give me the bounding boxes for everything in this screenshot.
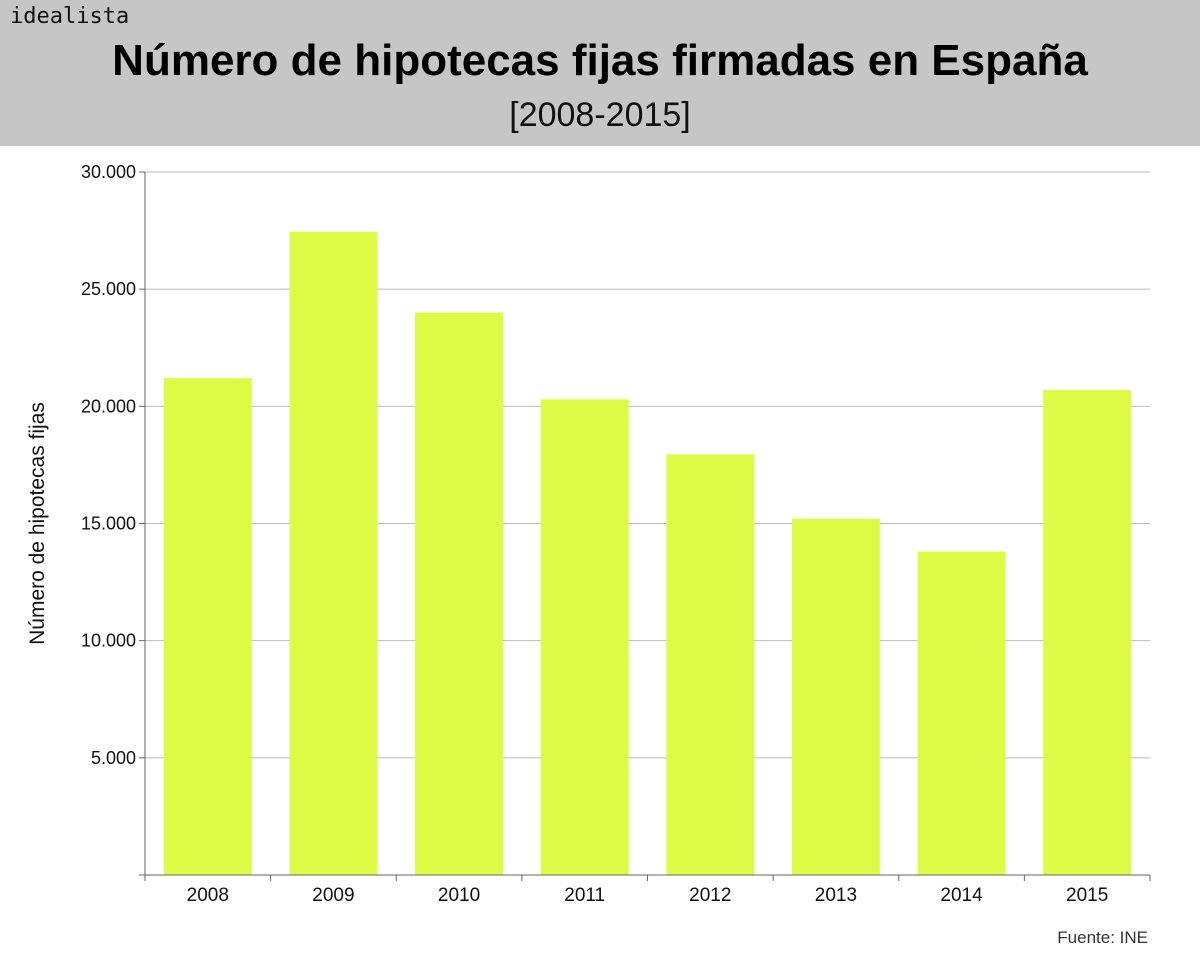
x-tick-label: 2011 bbox=[564, 885, 605, 906]
x-tick-label: 2014 bbox=[940, 885, 983, 906]
bar-2011 bbox=[540, 399, 629, 875]
y-axis-label: Número de hipotecas fijas bbox=[26, 402, 49, 645]
bar-2013 bbox=[791, 518, 880, 875]
axes bbox=[139, 171, 1151, 881]
chart-header: idealista Número de hipotecas fijas firm… bbox=[0, 0, 1200, 146]
bar-2009 bbox=[289, 231, 378, 875]
chart-subtitle: [2008-2015] bbox=[509, 96, 691, 134]
bar-2014 bbox=[917, 551, 1006, 875]
x-tick-label: 2012 bbox=[689, 885, 731, 906]
bar-2010 bbox=[415, 312, 504, 876]
y-tick-label: 15.000 bbox=[81, 514, 136, 534]
source-note: Fuente: INE bbox=[1057, 928, 1148, 947]
bar-chart: 5.000 10.000 15.000 20.000 25.000 30.000 2008 2… bbox=[26, 162, 1151, 906]
y-tick-label: 30.000 bbox=[81, 162, 136, 182]
x-tick-label: 2015 bbox=[1066, 885, 1108, 906]
bar-2012 bbox=[666, 454, 755, 875]
y-tick-label: 20.000 bbox=[81, 396, 136, 416]
bars bbox=[163, 231, 1132, 876]
x-tick-label: 2008 bbox=[187, 885, 229, 906]
axis-labels: 5.000 10.000 15.000 20.000 25.000 30.000 2008 2… bbox=[26, 162, 1108, 906]
y-tick-label: 25.000 bbox=[81, 279, 136, 299]
x-tick-label: 2009 bbox=[312, 885, 354, 906]
y-tick-label: 10.000 bbox=[81, 631, 136, 651]
x-tick-label: 2013 bbox=[815, 885, 857, 906]
chart-title: Número de hipotecas fijas firmadas en Es… bbox=[112, 36, 1088, 85]
bar-2015 bbox=[1043, 389, 1132, 875]
y-tick-label: 5.000 bbox=[91, 748, 136, 768]
x-tick-label: 2010 bbox=[438, 885, 480, 906]
bar-2008 bbox=[163, 378, 252, 875]
brand-logo: idealista bbox=[10, 4, 130, 29]
